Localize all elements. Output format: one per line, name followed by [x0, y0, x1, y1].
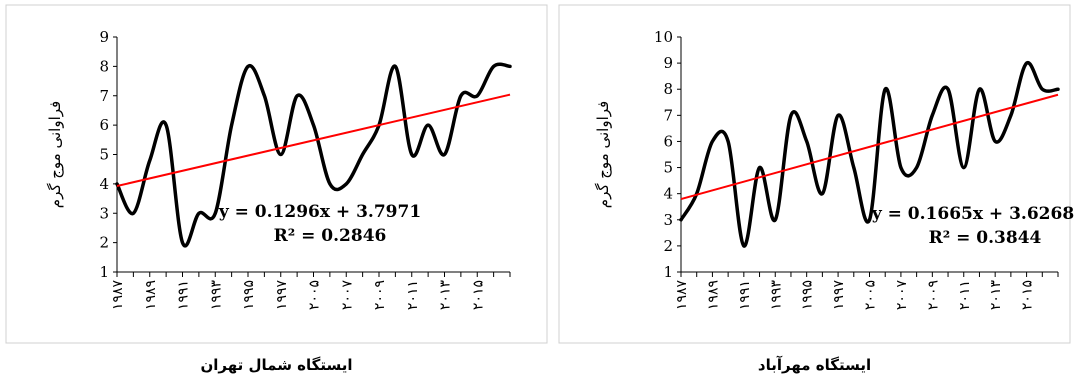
y-tick-label: 4 [663, 185, 673, 203]
line-chart-mehrabad: 1 2 3 4 5 6 7 8 9 10 ۱۹۸۷ ۱۹۸۹ ۱۹۹۱ ۱۹۹۳ ۱۹۹۵ ۱۹۹۷ ۲۰۰۵ ۲… [558, 4, 1074, 344]
x-tick-label: ۲۰۰۷ [339, 280, 355, 311]
r-squared-label: R² = 0.2846 [274, 226, 387, 246]
regression-equation: y = 0.1296x + 3.7971 [218, 202, 421, 222]
y-tick-label: 7 [99, 87, 109, 105]
data-series-line [679, 61, 1060, 248]
y-tick-label: 8 [99, 57, 109, 75]
y-tick-label: 9 [99, 28, 109, 46]
chart-border [5, 4, 548, 344]
chart-caption: ایستگاه مهرآباد [757, 356, 872, 374]
y-tick-label: 9 [663, 54, 673, 72]
x-tick-label: ۱۹۹۱ [737, 280, 753, 310]
y-tick-label: 1 [663, 263, 673, 281]
chart-panel-mehrabad: 1 2 3 4 5 6 7 8 9 10 ۱۹۸۷ ۱۹۸۹ ۱۹۹۱ ۱۹۹۳ ۱۹۹۵ ۱۹۹۷ ۲۰۰۵ ۲… [553, 0, 1076, 374]
x-tick-label: ۱۹۹۳ [208, 280, 224, 311]
x-tick-label: ۲۰۱۱ [957, 280, 973, 310]
x-tick-label: ۱۹۸۷ [110, 280, 126, 311]
y-axis-label: فراوانی موج گرم [46, 101, 65, 208]
y-tick-label: 3 [99, 204, 109, 222]
x-tick-label: ۱۹۸۹ [143, 280, 159, 310]
y-tick-label: 4 [99, 175, 109, 193]
x-tick-label: ۲۰۱۳ [988, 280, 1004, 311]
x-tick-label: ۱۹۹۵ [800, 280, 816, 310]
y-tick-label: 2 [99, 234, 109, 252]
x-tick-label: ۲۰۰۷ [894, 280, 910, 311]
x-tick-label: ۱۹۸۹ [705, 280, 721, 310]
trendline [116, 93, 511, 188]
y-tick-label: 1 [99, 263, 109, 281]
x-tick-label: ۲۰۰۵ [863, 280, 879, 310]
y-axis-label: فراوانی موج گرم [594, 101, 613, 208]
x-tick-label: ۲۰۱۱ [405, 280, 421, 310]
data-series-line [115, 62, 512, 248]
x-tick-label: ۱۹۹۷ [274, 280, 290, 311]
x-tick-label: ۱۹۹۵ [241, 280, 257, 310]
x-tick-label: ۲۰۰۵ [307, 280, 323, 310]
line-chart-shomal-tehran: 1 2 3 4 5 6 7 8 9 ۱۹۸۷ ۱۹۸۹ ۱۹۹۱ ۱۹۹۳ ۱۹۹۵ ۱۹۹۷ ۲۰۰۵ ۲۰۰… [5, 4, 548, 344]
trendline [680, 93, 1059, 201]
x-tick-label: ۱۹۸۷ [674, 280, 690, 311]
y-tick-label: 8 [663, 80, 673, 98]
chart-caption: ایستگاه شمال تهران [200, 356, 353, 374]
x-tick-label: ۲۰۱۵ [470, 280, 486, 310]
x-tick-label: ۲۰۰۹ [925, 280, 941, 310]
chart-panel-shomal-tehran: 1 2 3 4 5 6 7 8 9 ۱۹۸۷ ۱۹۸۹ ۱۹۹۱ ۱۹۹۳ ۱۹۹۵ ۱۹۹۷ ۲۰۰۵ ۲۰۰… [0, 0, 553, 374]
r-squared-label: R² = 0.3844 [929, 228, 1042, 248]
x-tick-label: ۱۹۹۱ [176, 280, 192, 310]
y-tick-label: 6 [663, 132, 673, 150]
y-tick-label: 5 [99, 146, 109, 164]
y-tick-label: 5 [663, 159, 673, 177]
y-tick-label: 10 [654, 28, 673, 46]
y-tick-label: 7 [663, 106, 673, 124]
x-tick-label: ۲۰۱۵ [1020, 280, 1036, 310]
x-tick-label: ۱۹۹۳ [768, 280, 784, 311]
x-tick-label: ۲۰۰۹ [372, 280, 388, 310]
x-tick-label: ۱۹۹۷ [831, 280, 847, 311]
regression-equation: y = 0.1665x + 3.6268 [871, 204, 1074, 224]
x-tick-label: ۲۰۱۳ [438, 280, 454, 311]
y-tick-label: 3 [663, 211, 673, 229]
y-tick-label: 2 [663, 237, 673, 255]
y-tick-label: 6 [99, 116, 109, 134]
